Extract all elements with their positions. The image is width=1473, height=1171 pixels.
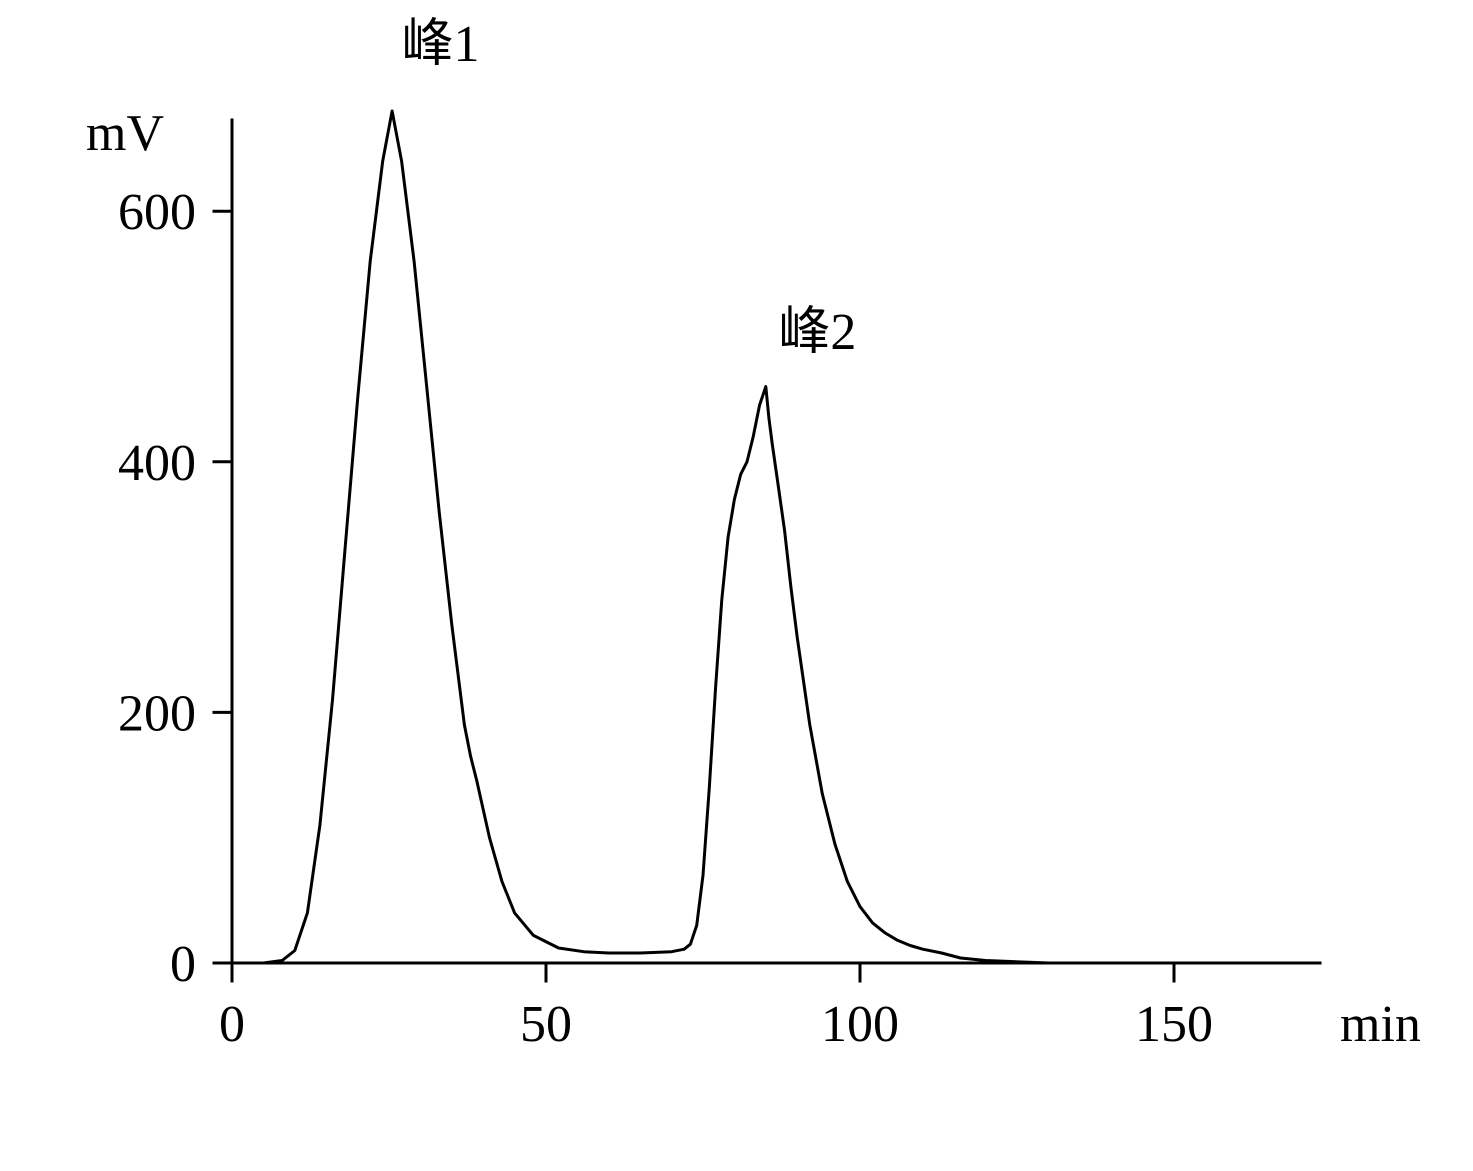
chart-svg: 0 50 100 150 0 200 400 600 mV min 峰1 峰2 xyxy=(0,0,1473,1171)
x-tick-label: 50 xyxy=(520,996,572,1053)
y-tick-label: 400 xyxy=(118,435,196,492)
y-axis-label: mV xyxy=(86,105,164,162)
peak-label-1: 峰1 xyxy=(402,16,480,73)
x-tick-label: 150 xyxy=(1135,996,1213,1053)
chromatogram-chart: 0 50 100 150 0 200 400 600 mV min 峰1 峰2 xyxy=(0,0,1473,1171)
x-tick-label: 0 xyxy=(219,996,245,1053)
y-tick-label: 600 xyxy=(118,184,196,241)
y-tick-label: 200 xyxy=(118,685,196,742)
x-tick-label: 100 xyxy=(821,996,899,1053)
y-tick-label: 0 xyxy=(170,936,196,993)
x-axis-label: min xyxy=(1340,996,1421,1053)
peak-label-2: 峰2 xyxy=(778,304,856,361)
